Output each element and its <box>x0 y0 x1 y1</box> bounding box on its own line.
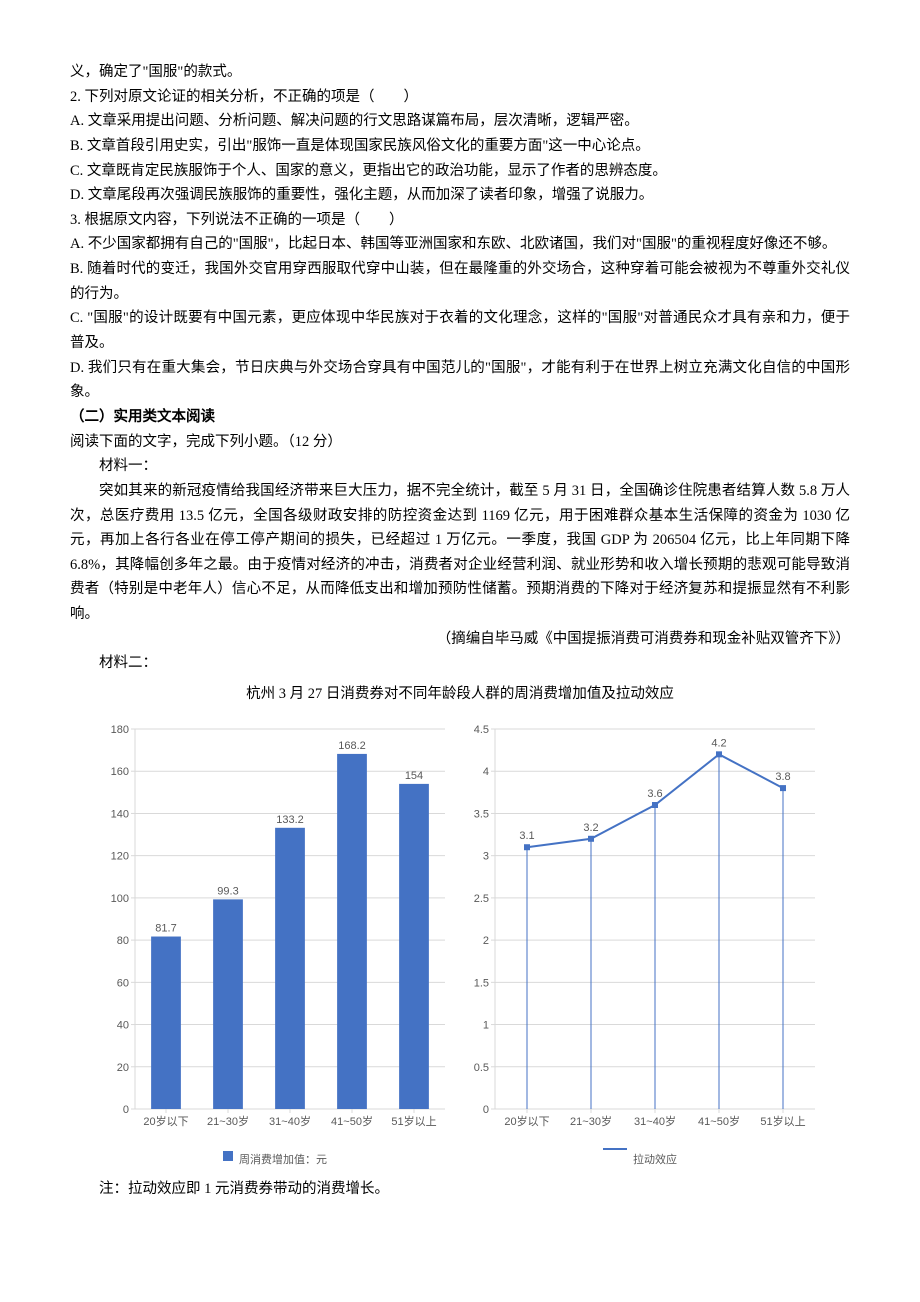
svg-text:133.2: 133.2 <box>276 813 304 825</box>
bar-legend-label: 周消费增加值：元 <box>239 1151 327 1170</box>
svg-text:154: 154 <box>405 770 423 782</box>
svg-text:60: 60 <box>117 977 129 989</box>
svg-text:1: 1 <box>483 1019 489 1031</box>
material2-label: 材料二： <box>70 651 850 676</box>
svg-text:0: 0 <box>483 1104 489 1116</box>
q2-option-a: A. 文章采用提出问题、分析问题、解决问题的行文思路谋篇布局，层次清晰，逻辑严密… <box>70 109 850 134</box>
svg-text:40: 40 <box>117 1019 129 1031</box>
svg-text:180: 180 <box>111 724 129 736</box>
q3-option-b: B. 随着时代的变迁，我国外交官用穿西服取代穿中山装，但在最隆重的外交场合，这种… <box>70 257 850 306</box>
svg-text:3.5: 3.5 <box>474 808 489 820</box>
svg-text:31~40岁: 31~40岁 <box>634 1114 676 1128</box>
q3-option-d: D. 我们只有在重大集会，节日庆典与外交场合穿具有中国范儿的"国服"，才能有利于… <box>70 356 850 405</box>
svg-text:21~30岁: 21~30岁 <box>570 1114 612 1128</box>
svg-text:31~40岁: 31~40岁 <box>269 1114 311 1128</box>
line-legend-swatch <box>603 1148 627 1150</box>
svg-text:80: 80 <box>117 935 129 947</box>
line-legend-label: 拉动效应 <box>633 1151 677 1170</box>
bar-legend: 周消费增加值：元 <box>95 1151 455 1170</box>
svg-text:0.5: 0.5 <box>474 1061 489 1073</box>
q2-option-c: C. 文章既肯定民族服饰于个人、国家的意义，更指出它的政治功能，显示了作者的思辨… <box>70 159 850 184</box>
svg-text:81.7: 81.7 <box>155 922 176 934</box>
q2-stem: 2. 下列对原文论证的相关分析，不正确的项是（ ） <box>70 85 850 110</box>
charts-row: 02040608010012014016018081.720岁以下99.321~… <box>70 709 850 1170</box>
section2-subtitle: 阅读下面的文字，完成下列小题。（12 分） <box>70 430 850 455</box>
svg-text:1.5: 1.5 <box>474 977 489 989</box>
line-chart: 0 0.5 1 1.5 2 2.5 3 3.5 4 4.5 20岁以下 21~30岁 31~40岁 41~… <box>455 709 825 1149</box>
svg-text:100: 100 <box>111 893 129 905</box>
section2-title: （二）实用类文本阅读 <box>70 405 850 430</box>
svg-text:120: 120 <box>111 850 129 862</box>
svg-text:41~50岁: 41~50岁 <box>698 1114 740 1128</box>
svg-text:4.2: 4.2 <box>711 737 726 749</box>
chart-title: 杭州 3 月 27 日消费券对不同年龄段人群的周消费增加值及拉动效应 <box>70 682 850 707</box>
svg-text:3.6: 3.6 <box>647 788 662 800</box>
svg-text:51岁以上: 51岁以上 <box>391 1114 436 1128</box>
material1-label: 材料一： <box>70 454 850 479</box>
svg-text:140: 140 <box>111 808 129 820</box>
intro-fragment: 义，确定了"国服"的款式。 <box>70 60 850 85</box>
material1-source: （摘编自毕马威《中国提振消费可消费券和现金补贴双管齐下》） <box>70 627 850 652</box>
material1-body: 突如其来的新冠疫情给我国经济带来巨大压力，据不完全统计，截至 5 月 31 日，… <box>70 479 850 627</box>
bar-chart: 0 20 40 60 80 100 120 140 160 180 81.7 20岁以下 99.3 21~… <box>95 709 455 1149</box>
svg-text:2: 2 <box>483 935 489 947</box>
svg-text:3.2: 3.2 <box>583 821 598 833</box>
svg-text:168.2: 168.2 <box>338 740 366 752</box>
svg-text:3: 3 <box>483 850 489 862</box>
q3-option-a: A. 不少国家都拥有自己的"国服"，比起日本、韩国等亚洲国家和东欧、北欧诸国，我… <box>70 232 850 257</box>
svg-text:3.8: 3.8 <box>775 771 790 783</box>
q3-option-c: C. "国服"的设计既要有中国元素，更应体现中华民族对于衣着的文化理念，这样的"… <box>70 306 850 355</box>
svg-text:99.3: 99.3 <box>217 885 238 897</box>
svg-text:20: 20 <box>117 1061 129 1073</box>
line-chart-wrap: 0 0.5 1 1.5 2 2.5 3 3.5 4 4.5 20岁以下 21~30岁 31~40岁 41~… <box>455 709 825 1170</box>
svg-text:20岁以下: 20岁以下 <box>504 1114 549 1128</box>
bar-chart-wrap: 0 20 40 60 80 100 120 140 160 180 81.7 20岁以下 99.3 21~… <box>95 709 455 1170</box>
svg-text:21~30岁: 21~30岁 <box>207 1114 249 1128</box>
svg-text:160: 160 <box>111 766 129 778</box>
chart-note: 注：拉动效应即 1 元消费券带动的消费增长。 <box>70 1177 850 1202</box>
svg-text:4.5: 4.5 <box>474 724 489 736</box>
svg-text:4: 4 <box>483 766 489 778</box>
svg-text:20岁以下: 20岁以下 <box>143 1114 188 1128</box>
q2-option-d: D. 文章尾段再次强调民族服饰的重要性，强化主题，从而加深了读者印象，增强了说服… <box>70 183 850 208</box>
svg-text:3.1: 3.1 <box>519 830 534 842</box>
line-legend: 拉动效应 <box>455 1151 825 1170</box>
bar-legend-swatch <box>223 1151 233 1161</box>
svg-text:2.5: 2.5 <box>474 893 489 905</box>
q3-stem: 3. 根据原文内容，下列说法不正确的一项是（ ） <box>70 208 850 233</box>
svg-text:0: 0 <box>123 1104 129 1116</box>
svg-text:41~50岁: 41~50岁 <box>331 1114 373 1128</box>
svg-text:51岁以上: 51岁以上 <box>760 1114 805 1128</box>
q2-option-b: B. 文章首段引用史实，引出"服饰一直是体现国家民族风俗文化的重要方面"这一中心… <box>70 134 850 159</box>
